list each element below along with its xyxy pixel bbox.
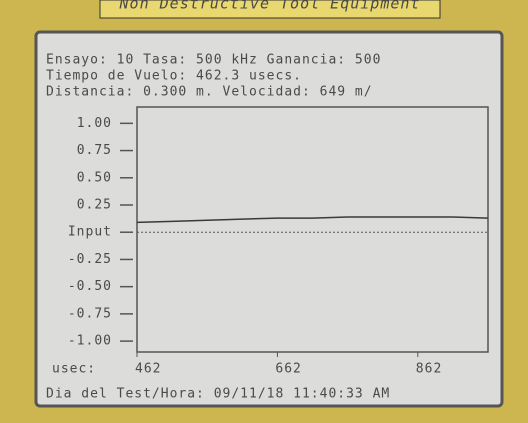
y-tick-label: -0.50 <box>68 279 112 294</box>
y-tick-label: -0.25 <box>68 252 112 267</box>
footer: Dia del Test/Hora: 09/11/18 11:40:33 AM <box>46 387 390 402</box>
x-tick-label: 862 <box>416 362 442 377</box>
header-line: Ensayo: 10 Tasa: 500 kHz Ganancia: 500 <box>46 53 381 68</box>
device-label: Non Destructive Tool Equipment <box>119 0 421 13</box>
signal-line <box>136 216 489 224</box>
label-plate <box>99 0 441 19</box>
y-tick-label: 0.50 <box>77 170 112 185</box>
plot-area <box>136 106 489 353</box>
x-tick-label: 662 <box>275 362 301 377</box>
y-tick-label: 0.75 <box>77 143 112 158</box>
x-axis-label: usec: <box>52 362 96 377</box>
y-tick-label: 0.25 <box>77 198 112 213</box>
y-tick-label: Input <box>68 225 112 240</box>
y-tick-label: -0.75 <box>68 306 112 321</box>
y-tick-label: 1.00 <box>77 116 112 131</box>
header-line: Tiempo de Vuelo: 462.3 usecs. <box>46 69 302 84</box>
header-line: Distancia: 0.300 m. Velocidad: 649 m/ <box>46 85 373 100</box>
y-tick-label: -1.00 <box>68 334 112 349</box>
x-tick-label: 462 <box>135 362 161 377</box>
